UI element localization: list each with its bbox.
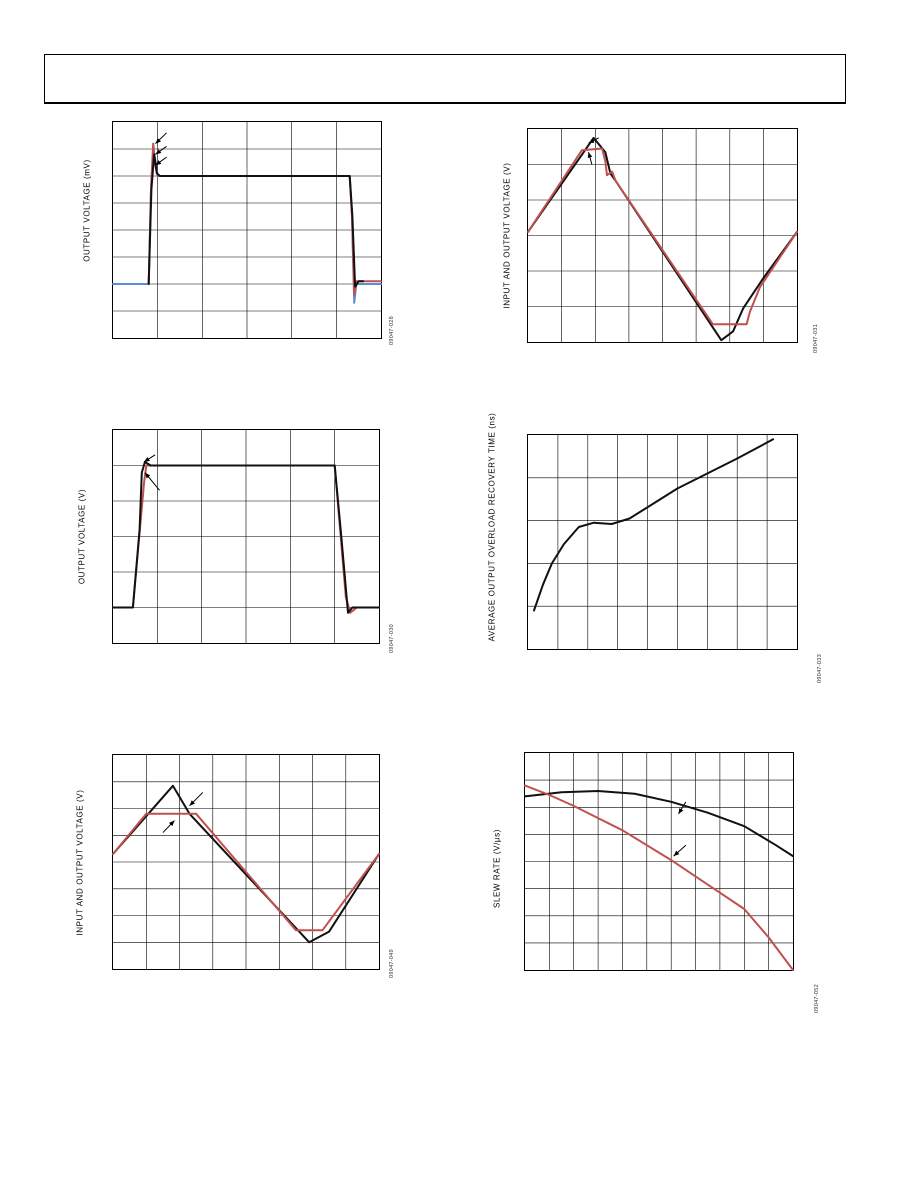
y-axis-label: AVERAGE OUTPUT OVERLOAD RECOVERY TIME (n… [487, 412, 497, 642]
annotation-arrow-head [189, 800, 196, 806]
annotation-arrow-head [587, 152, 593, 159]
y-axis-label: INPUT AND OUTPUT VOLTAGE (V) [502, 162, 512, 309]
annotation-arrow-head [155, 149, 162, 155]
annotation-arrow-head [155, 138, 162, 144]
figure-id: 09047-033 [817, 653, 823, 683]
chart-svg [112, 430, 380, 643]
annotation-arrow-head [168, 820, 175, 827]
figure-id: 09047-031 [813, 323, 819, 353]
figure-id: 09047-049 [389, 948, 395, 978]
plot-area [112, 121, 382, 339]
series-line-red [527, 147, 798, 326]
chart-svg [528, 435, 797, 649]
page-header-box [44, 54, 846, 104]
plot-area [527, 434, 798, 650]
series-line-red [147, 142, 382, 296]
figure-id: 09047-052 [814, 983, 820, 1013]
series-line-black [112, 784, 380, 944]
y-axis-label: INPUT AND OUTPUT VOLTAGE (V) [75, 789, 85, 936]
series-line-red [112, 812, 380, 932]
series-line-black [112, 461, 380, 614]
plot-area [527, 128, 798, 343]
annotation-arrow-head [144, 472, 151, 479]
annotation-arrow-head [673, 850, 680, 857]
annotation-arrow-head [678, 808, 684, 815]
annotation-arrow-head [588, 138, 595, 144]
y-axis-label: OUTPUT VOLTAGE (mV) [82, 159, 92, 262]
plot-area [112, 429, 380, 644]
plot-area [524, 752, 794, 971]
plot-area [112, 754, 380, 970]
chart-svg [527, 129, 798, 342]
chart-svg [112, 122, 382, 338]
annotation-arrow-head [144, 457, 150, 462]
series-line-black [524, 790, 794, 858]
y-axis-label: SLEW RATE (V/µs) [492, 829, 502, 908]
annotation-arrow-head [155, 160, 162, 166]
chart-svg [524, 753, 794, 971]
figure-id: 09047-030 [389, 623, 395, 653]
series-line-red [524, 784, 794, 971]
y-axis-label: OUTPUT VOLTAGE (V) [77, 488, 87, 585]
series-line-black [533, 438, 775, 612]
figure-id: 09047-028 [389, 315, 395, 345]
series-line-black [147, 153, 365, 288]
chart-svg [112, 755, 380, 969]
